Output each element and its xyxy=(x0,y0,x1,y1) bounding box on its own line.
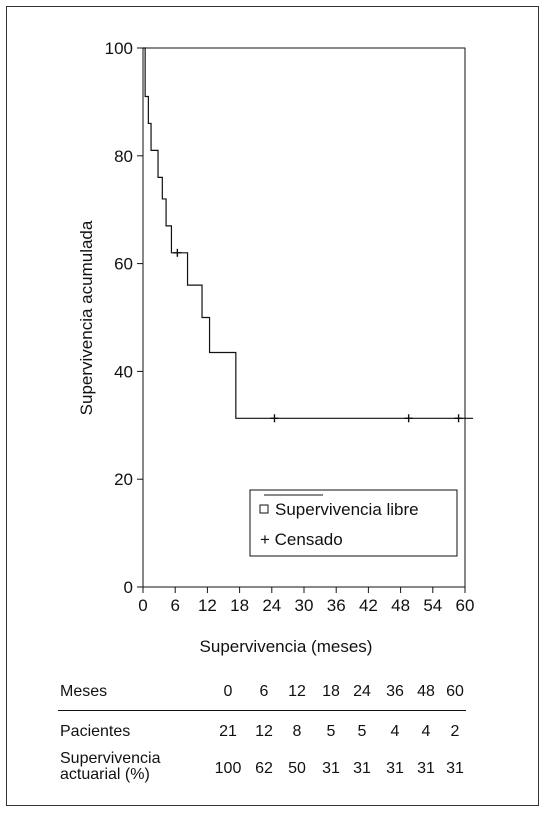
table-patients-cell: 12 xyxy=(255,723,273,740)
table-survival-cell: 62 xyxy=(255,760,273,777)
x-tick-label: 54 xyxy=(423,596,442,615)
table-survival-cell: 31 xyxy=(446,760,464,777)
table-month-cell: 18 xyxy=(322,683,340,700)
table-patients-cell: 21 xyxy=(219,723,237,740)
table-patients-cell: 5 xyxy=(357,723,367,740)
table-survival-cell: 31 xyxy=(417,760,435,777)
survival-curve xyxy=(143,47,474,419)
x-tick-label: 0 xyxy=(138,596,147,615)
y-axis-label: Supervivencia acumulada xyxy=(77,220,96,415)
table-patients-cell: 4 xyxy=(421,723,431,740)
table-patients-label: Pacientes xyxy=(60,723,131,740)
chart-axes: 0 20 40 60 80 100 0 6 12 18 24 30 36 42 48 54 60 xyxy=(105,39,475,615)
table-month-cell: 0 xyxy=(223,683,233,700)
censor-marks xyxy=(173,248,463,423)
legend: Supervivencia libre + Censado xyxy=(249,489,458,557)
x-tick-label: 30 xyxy=(295,596,314,615)
table-month-cell: 6 xyxy=(259,683,269,700)
censor-mark xyxy=(270,414,279,423)
x-tick-label: 42 xyxy=(359,596,378,615)
table-patients-cell: 8 xyxy=(292,723,302,740)
censor-mark xyxy=(404,414,413,423)
table-month-cell: 48 xyxy=(417,683,435,700)
legend-square-icon xyxy=(259,504,269,514)
table-survival-cell: 31 xyxy=(386,760,404,777)
survival-chart: 0 20 40 60 80 100 0 6 12 18 24 30 36 42 48 54 60 Supervi… xyxy=(77,39,475,656)
legend-censored-label: + Censado xyxy=(260,530,343,549)
y-tick-label: 40 xyxy=(114,362,133,381)
legend-frame xyxy=(249,489,458,557)
table-patients-cell: 5 xyxy=(326,723,336,740)
table-survival-cell: 31 xyxy=(322,760,340,777)
table-survival-label-line1: Supervivencia xyxy=(60,750,161,767)
table-month-cell: 24 xyxy=(353,683,371,700)
x-tick-label: 6 xyxy=(170,596,179,615)
censor-mark xyxy=(454,414,463,423)
table-month-cell: 12 xyxy=(288,683,306,700)
table-patients-cell: 4 xyxy=(390,723,400,740)
table-survival-cell: 100 xyxy=(214,760,242,777)
y-tick-label: 0 xyxy=(124,578,133,597)
table-month-cell: 36 xyxy=(386,683,404,700)
y-tick-label: 60 xyxy=(114,255,133,274)
table-survival-cell: 50 xyxy=(288,760,306,777)
x-tick-label: 36 xyxy=(327,596,346,615)
table-survival-label-line2: actuarial (%) xyxy=(60,766,150,783)
y-tick-label: 20 xyxy=(114,470,133,489)
x-tick-label: 12 xyxy=(198,596,217,615)
table-month-cell: 60 xyxy=(446,683,464,700)
table-header-label: Meses xyxy=(60,683,108,700)
x-tick-label: 24 xyxy=(262,596,281,615)
x-axis-label: Supervivencia (meses) xyxy=(200,637,373,656)
y-tick-label: 80 xyxy=(114,147,133,166)
x-tick-label: 60 xyxy=(456,596,475,615)
table-survival-cell: 31 xyxy=(353,760,371,777)
table-divider xyxy=(58,710,466,711)
x-tick-label: 48 xyxy=(391,596,410,615)
legend-survival-label: Supervivencia libre xyxy=(275,500,419,519)
censor-mark xyxy=(173,248,182,257)
x-tick-label: 18 xyxy=(230,596,249,615)
y-tick-label: 100 xyxy=(105,39,133,58)
figure-frame xyxy=(6,6,539,806)
survival-step-line xyxy=(143,47,474,419)
table-survival-label: Supervivencia actuarial (%) xyxy=(60,751,161,783)
table-patients-cell: 2 xyxy=(450,723,460,740)
